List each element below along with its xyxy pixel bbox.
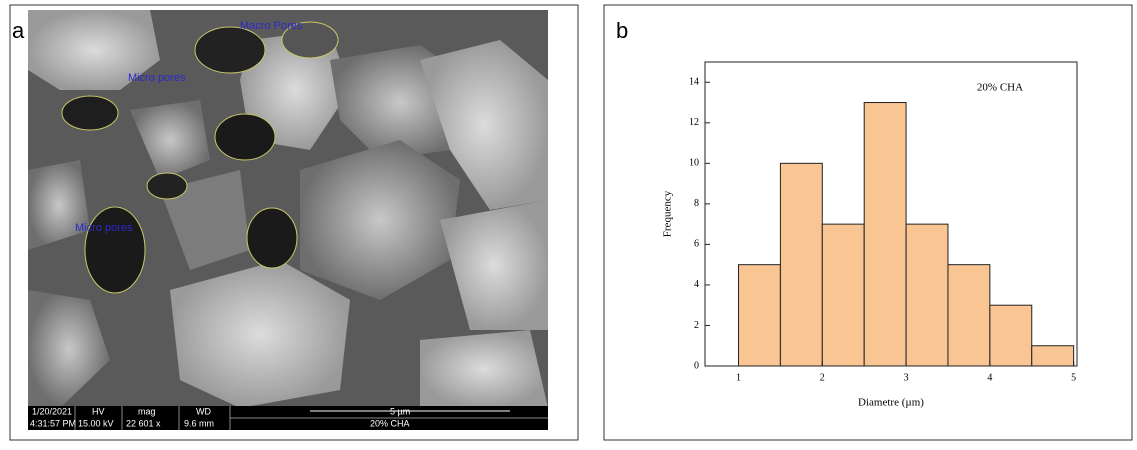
bar [739,265,781,366]
bar [990,305,1032,366]
y-tick-label: 6 [694,239,699,250]
panel-label: a [12,18,25,43]
info-wd-label: WD [196,406,211,416]
x-tick-label: 3 [904,372,909,383]
bar [948,265,990,366]
info-date: 1/20/2021 [32,406,72,416]
x-tick-label: 2 [820,372,825,383]
pore-label: Macro Pores [240,20,303,32]
bar [906,224,948,366]
info-sample: 20% CHA [370,418,410,428]
info-mag-label: mag [138,406,156,416]
bar [1032,346,1074,366]
bar [780,163,822,366]
info-bar: 1/20/2021 4:31:57 PM HV 15.00 kV mag 22 … [28,406,548,430]
bar [822,224,864,366]
info-hv: 15.00 kV [78,418,114,428]
y-tick-label: 10 [689,158,699,169]
info-time: 4:31:57 PM [30,418,76,428]
y-tick-label: 14 [689,77,699,88]
y-tick-label: 8 [694,198,699,209]
x-tick-label: 1 [736,372,741,383]
chart-title: 20% CHA [977,82,1023,94]
y-axis-label: Frequency [662,190,674,237]
y-tick-label: 2 [694,320,699,331]
info-mag: 22 601 x [126,418,161,428]
sem-image [28,10,548,408]
info-scale: 5 µm [390,406,410,416]
figure-canvas: Macro Pores Micro pores Micro pores 1/20… [0,0,1137,450]
pore-label: Micro pores [75,222,133,234]
figure: Macro Pores Micro pores Micro pores 1/20… [0,0,1137,450]
panel-label: b [616,18,628,43]
x-tick-label: 5 [1071,372,1076,383]
x-axis-label: Diametre (µm) [858,397,924,409]
y-tick-label: 12 [689,117,699,128]
x-tick-label: 4 [987,372,992,383]
info-wd: 9.6 mm [184,418,214,428]
bar [864,103,906,366]
pore-label: Micro pores [128,72,186,84]
info-hv-label: HV [92,406,105,416]
y-tick-label: 0 [694,360,699,371]
y-tick-label: 4 [694,279,699,290]
